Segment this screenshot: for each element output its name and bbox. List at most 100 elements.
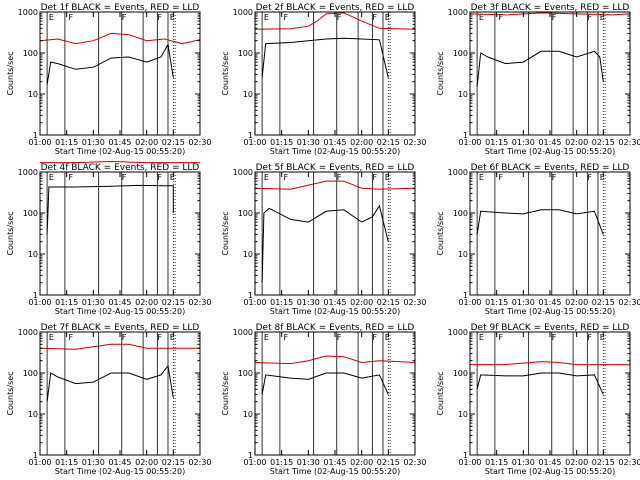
marker-label: E bbox=[385, 13, 390, 22]
series-lld-line bbox=[39, 343, 200, 350]
x-tick-label: 01:30 bbox=[512, 458, 535, 467]
y-tick-label: 1 bbox=[248, 131, 253, 140]
x-tick-label: 01:00 bbox=[28, 458, 51, 467]
x-tick-label: 01:15 bbox=[485, 138, 508, 147]
y-tick-label: 100 bbox=[23, 369, 38, 378]
marker-label: E bbox=[600, 173, 605, 182]
x-tick-label: 02:15 bbox=[162, 298, 185, 307]
marker-label: E bbox=[264, 173, 269, 182]
x-tick-label: 02:30 bbox=[618, 138, 640, 147]
y-tick-label: 10 bbox=[458, 90, 468, 99]
y-tick-label: 100 bbox=[23, 209, 38, 218]
x-tick-label: 02:15 bbox=[377, 458, 400, 467]
x-tick-label: 01:45 bbox=[323, 138, 346, 147]
plot-frame bbox=[254, 331, 416, 456]
x-tick-label: 01:45 bbox=[538, 458, 561, 467]
x-tick-label: 02:30 bbox=[188, 298, 211, 307]
y-tick-label: 1 bbox=[463, 451, 468, 460]
marker-label: F bbox=[498, 333, 503, 342]
plot-frame bbox=[469, 11, 631, 136]
y-tick-label: 1000 bbox=[448, 168, 468, 177]
y-tick-label: 1000 bbox=[233, 168, 253, 177]
x-tick-label: 01:30 bbox=[82, 458, 105, 467]
x-tick-label: 02:15 bbox=[592, 298, 615, 307]
x-axis-label: Start Time (02-Aug-15 00:55:20) bbox=[55, 467, 186, 476]
x-tick-label: 02:00 bbox=[565, 138, 588, 147]
chart-title: Det 8f BLACK = Events, RED = LLD bbox=[256, 323, 415, 333]
x-tick-label: 02:30 bbox=[188, 138, 211, 147]
y-tick-label: 100 bbox=[453, 209, 468, 218]
series-events-line bbox=[46, 184, 174, 235]
chart-title: Det 9f BLACK = Events, RED = LLD bbox=[471, 323, 630, 333]
marker-label: E bbox=[264, 333, 269, 342]
marker-label: F bbox=[122, 333, 127, 342]
x-axis-label: Start Time (02-Aug-15 00:55:20) bbox=[485, 307, 616, 316]
marker-label: E bbox=[385, 173, 390, 182]
x-tick-label: 01:00 bbox=[243, 458, 266, 467]
x-axis-label: Start Time (02-Aug-15 00:55:20) bbox=[485, 147, 616, 156]
marker-label: F bbox=[337, 13, 342, 22]
plot-frame bbox=[254, 11, 416, 136]
x-tick-label: 01:30 bbox=[512, 298, 535, 307]
x-tick-label: 01:45 bbox=[323, 298, 346, 307]
x-tick-label: 02:15 bbox=[162, 458, 185, 467]
y-tick-label: 100 bbox=[453, 49, 468, 58]
chart-title: Det 2f BLACK = Events, RED = LLD bbox=[256, 3, 415, 13]
x-tick-label: 02:30 bbox=[403, 298, 426, 307]
x-tick-label: 01:45 bbox=[108, 298, 131, 307]
x-axis-label: Start Time (02-Aug-15 00:55:20) bbox=[485, 467, 616, 476]
y-tick-label: 1000 bbox=[448, 8, 468, 17]
marker-label: E bbox=[49, 173, 54, 182]
marker-label: F bbox=[552, 333, 557, 342]
y-tick-label: 1 bbox=[33, 131, 38, 140]
x-tick-label: 02:15 bbox=[377, 138, 400, 147]
y-tick-label: 1000 bbox=[233, 8, 253, 17]
x-tick-label: 01:00 bbox=[28, 298, 51, 307]
marker-label: E bbox=[170, 333, 175, 342]
marker-label: F bbox=[552, 173, 557, 182]
plot-frame bbox=[39, 11, 201, 136]
y-tick-label: 100 bbox=[238, 209, 253, 218]
chart-title: Det 4f BLACK = Events, RED = LLD bbox=[41, 163, 200, 173]
x-tick-label: 01:30 bbox=[512, 138, 535, 147]
marker-label: F bbox=[498, 173, 503, 182]
marker-label: E bbox=[264, 13, 269, 22]
x-tick-label: 02:30 bbox=[403, 458, 426, 467]
series-events-line bbox=[261, 372, 389, 395]
x-tick-label: 01:30 bbox=[297, 298, 320, 307]
x-tick-label: 01:15 bbox=[270, 458, 293, 467]
y-tick-label: 10 bbox=[28, 250, 38, 259]
marker-label: F bbox=[283, 173, 288, 182]
x-tick-label: 01:15 bbox=[55, 138, 78, 147]
y-tick-label: 1000 bbox=[18, 8, 38, 17]
marker-label: F bbox=[157, 333, 162, 342]
y-tick-label: 1000 bbox=[448, 328, 468, 337]
x-tick-label: 01:30 bbox=[82, 138, 105, 147]
chart-title: Det 1f BLACK = Events, RED = LLD bbox=[41, 3, 200, 13]
y-tick-label: 10 bbox=[243, 410, 253, 419]
series-lld-line bbox=[470, 361, 630, 366]
y-tick-label: 1 bbox=[33, 451, 38, 460]
x-tick-label: 01:00 bbox=[243, 298, 266, 307]
x-tick-label: 02:15 bbox=[592, 138, 615, 147]
y-tick-label: 1 bbox=[248, 291, 253, 300]
marker-label: F bbox=[587, 173, 592, 182]
x-tick-label: 01:15 bbox=[55, 458, 78, 467]
marker-label: F bbox=[372, 333, 377, 342]
series-lld-line bbox=[40, 160, 200, 164]
marker-label: F bbox=[157, 173, 162, 182]
y-axis-label: Counts/sec bbox=[6, 51, 15, 95]
marker-label: F bbox=[587, 333, 592, 342]
series-events-line bbox=[46, 364, 174, 402]
x-tick-label: 02:00 bbox=[135, 458, 158, 467]
chart-title: Det 7f BLACK = Events, RED = LLD bbox=[41, 323, 200, 333]
x-tick-label: 02:30 bbox=[403, 138, 426, 147]
chart-title: Det 3f BLACK = Events, RED = LLD bbox=[471, 3, 630, 13]
x-tick-label: 01:00 bbox=[458, 458, 481, 467]
y-axis-label: Counts/sec bbox=[436, 51, 445, 95]
